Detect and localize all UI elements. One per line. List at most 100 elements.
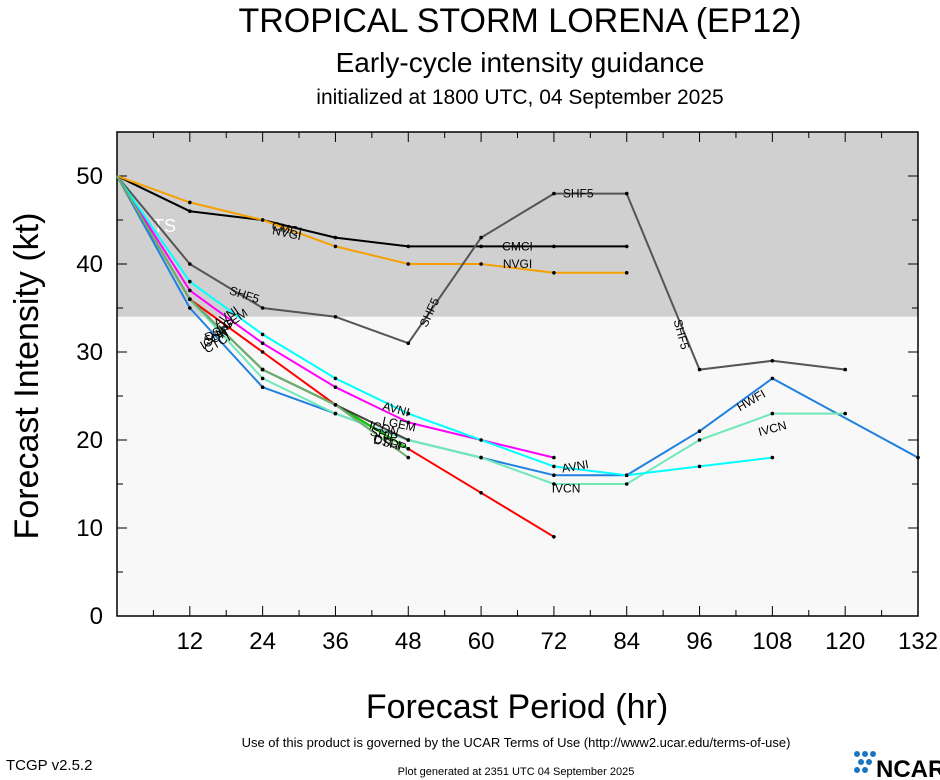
- point-cmci: [406, 244, 411, 249]
- point-ivcn: [697, 438, 702, 442]
- series-label-nvgi: NVGI: [271, 223, 303, 243]
- series-label-ctci: CTCI: [372, 431, 403, 452]
- chart-subtitle: Early-cycle intensity guidance: [336, 47, 705, 78]
- point-icon: [406, 438, 411, 442]
- axes: 12 24 36 48 60 72 84 96 108 120 132 0 10 20 30 40 50: [76, 131, 938, 655]
- point-ivcn: [624, 482, 629, 486]
- point-lgem: [624, 473, 629, 478]
- series-label-nvgi: NVGI: [503, 257, 532, 271]
- point-shf5: [843, 367, 847, 372]
- series-label-shf5: SHF5: [563, 187, 594, 201]
- point-ctci: [333, 403, 338, 407]
- y-tick-label: 30: [76, 339, 103, 366]
- point-nvgi: [479, 262, 483, 266]
- series-line-avni: [116, 175, 555, 459]
- point-dshp: [260, 350, 265, 354]
- point-ivcn: [479, 455, 483, 460]
- y-tick-label: 40: [76, 251, 103, 278]
- point-shf5: [406, 341, 411, 346]
- point-ctci: [406, 455, 411, 460]
- point-shf5: [624, 191, 629, 196]
- point-nvgi: [333, 244, 338, 249]
- x-tick-label: 120: [825, 628, 865, 655]
- point-ivcn: [333, 411, 338, 416]
- band-0: [117, 132, 918, 317]
- series-label-ship: SHIP: [369, 424, 400, 445]
- ncar-logo-text: NCAR: [876, 756, 940, 780]
- point-nvgi: [188, 200, 192, 205]
- y-tick-label: 0: [90, 603, 103, 630]
- point-hwfi: [260, 385, 265, 390]
- point-lgem: [697, 464, 702, 469]
- generated-time: Plot generated at 2351 UTC 04 September …: [398, 766, 635, 778]
- point-shf5: [188, 262, 192, 266]
- terms-of-use: Use of this product is governed by the U…: [242, 735, 791, 750]
- series-label-cmci: CMCI: [502, 239, 533, 253]
- series-line-lgem: [116, 175, 773, 477]
- point-ivcn: [770, 411, 775, 416]
- series-line-nvgi: [116, 175, 627, 274]
- point-ctci: [188, 297, 192, 302]
- point-hwfi: [916, 455, 920, 460]
- point-lgem: [770, 455, 775, 460]
- x-tick-label: 96: [686, 628, 713, 655]
- point-shf5: [333, 315, 338, 319]
- point-avni: [260, 341, 265, 346]
- y-tick-label: 50: [76, 163, 103, 190]
- point-lgem: [479, 438, 483, 442]
- series-label-lgem: LGEM: [381, 414, 417, 435]
- x-tick-label: 12: [176, 628, 203, 655]
- point-ctci: [260, 367, 265, 372]
- point-cmci: [479, 244, 483, 249]
- point-lgem: [552, 464, 556, 469]
- point-shf5: [260, 306, 265, 310]
- init-time: initialized at 1800 UTC, 04 September 20…: [316, 86, 723, 109]
- series-label-ivcn: IVCN: [552, 481, 581, 495]
- x-tick-label: 48: [395, 628, 422, 655]
- series-label-avni: AVNI: [561, 457, 590, 475]
- point-ivcn: [552, 482, 556, 486]
- x-tick-label: 108: [752, 628, 792, 655]
- series-line-cmci: [116, 175, 627, 248]
- x-tick-label: 84: [613, 628, 640, 655]
- point-lgem: [333, 376, 338, 381]
- point-nvgi: [552, 271, 556, 275]
- point-avni: [552, 455, 556, 460]
- intensity-bands: TS: [117, 132, 918, 616]
- point-dshp: [552, 535, 556, 539]
- point-nvgi: [406, 262, 411, 266]
- point-dshp: [479, 491, 483, 495]
- point-shf5: [552, 191, 556, 196]
- ncar-logo: NCAR: [854, 751, 940, 780]
- point-lgem: [406, 411, 411, 416]
- x-tick-label: 132: [898, 628, 938, 655]
- band-label-0: TS: [153, 216, 176, 236]
- point-cmci: [333, 235, 338, 240]
- point-cmci: [552, 244, 556, 249]
- point-cmci: [624, 244, 629, 249]
- point-nvgi: [260, 218, 265, 222]
- chart-title: TROPICAL STORM LORENA (EP12): [238, 2, 801, 40]
- x-tick-label: 24: [249, 628, 276, 655]
- point-shf5: [697, 367, 702, 372]
- series-label-avni: AVNI: [381, 399, 411, 420]
- point-ship: [406, 447, 411, 451]
- y-tick-label: 20: [76, 427, 103, 454]
- point-avni: [333, 385, 338, 390]
- x-tick-label: 60: [468, 628, 495, 655]
- version-label: TCGP v2.5.2: [6, 757, 92, 774]
- x-axis-label: Forecast Period (hr): [366, 688, 668, 726]
- point-hwfi: [770, 376, 775, 381]
- point-lgem: [260, 332, 265, 337]
- point-avni: [406, 420, 411, 425]
- point-ivcn: [843, 411, 847, 416]
- point-cmci: [188, 209, 192, 213]
- series-label-cmci: CMCI: [270, 219, 303, 239]
- ncar-logo-icon: [854, 751, 876, 773]
- point-nvgi: [624, 271, 629, 275]
- point-hwfi: [188, 306, 192, 310]
- point-avni: [188, 288, 192, 293]
- point-hwfi: [697, 429, 702, 434]
- point-lgem: [188, 279, 192, 284]
